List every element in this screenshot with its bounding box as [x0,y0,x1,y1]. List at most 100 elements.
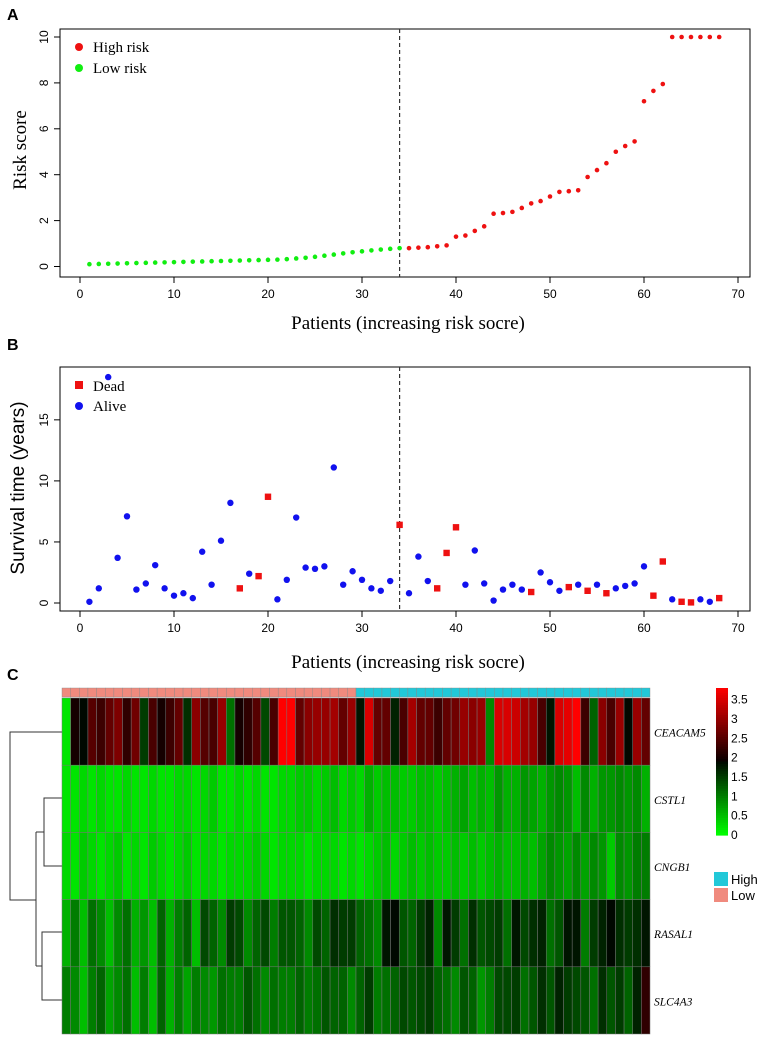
group-cell-low [156,687,166,698]
heatmap-cell [321,764,331,833]
y-tick-label: 5 [37,538,51,545]
heatmap-cell [615,832,625,900]
gene-label: CEACAM5 [654,728,706,740]
colorbar-tick-label: 1.5 [731,770,748,784]
heatmap-cell [234,832,244,900]
data-point-alive [593,581,601,588]
heatmap-cell [303,832,314,900]
heatmap-cell [355,899,365,968]
heatmap-cell [234,966,244,1035]
colorbar-segment [716,692,728,696]
group-cell-high [606,687,616,698]
heatmap-cell [537,966,547,1035]
heatmap-cell [373,764,383,833]
colorbar-tick-label: 0.5 [731,809,748,823]
heatmap-cell [623,966,633,1035]
colorbar-segment [716,788,728,792]
data-point-alive [556,587,563,594]
group-cell-high [355,687,365,698]
group-cell-high [537,687,547,698]
group-cell-high [563,687,573,698]
heatmap-cell [338,764,348,833]
colorbar-segment [716,727,728,731]
heatmap-cell [407,899,417,968]
heatmap-cell [606,832,616,900]
data-point-alive [274,596,281,603]
group-cell-low [347,687,357,698]
group-cell-low [338,687,348,698]
colorbar-segment [716,815,728,819]
heatmap-cell [571,697,582,766]
heatmap-cell [537,764,547,833]
group-cell-high [546,687,556,698]
group-cell-high [373,687,383,698]
heatmap-panel: C CEACAM5 CSTL1 CNGB1 RASAL1 SLC4A3 3.5 3 2.5 2… [7,667,758,1035]
heatmap-cell [442,899,452,968]
heatmap-cell [381,899,391,968]
group-cell-high [597,687,607,698]
colorbar-segment [716,771,728,775]
group-cell-low [252,687,262,698]
data-point-dead [255,572,262,580]
heatmap-cell [494,832,504,900]
data-point-low-risk [199,259,205,264]
colorbar-segment [716,773,728,777]
heatmap-cell [398,899,409,968]
heatmap-cell [148,899,158,968]
heatmap-cell [520,832,530,900]
heatmap-cell [277,899,288,968]
colorbar-segment [716,702,728,706]
heatmap-cell [537,899,547,968]
group-cell-low [105,687,115,698]
colorbar-tick-label: 2.5 [731,731,748,745]
heatmap-cell [632,899,642,968]
data-point-dead [716,594,723,602]
data-point-alive [114,554,121,562]
legend-marker-dead [75,381,83,389]
heatmap-cell [450,697,461,766]
heatmap-cell [580,966,590,1035]
heatmap-cell [148,764,158,833]
heatmap-cell [234,764,244,833]
heatmap-cell [321,966,331,1035]
colorbar-segment [716,756,728,760]
heatmap-cell [563,764,573,833]
heatmap-cell [623,832,633,900]
data-point-high-risk [528,201,534,206]
group-cell-low [295,687,305,698]
group-cell-high [416,687,426,698]
data-point-alive [387,577,394,585]
heatmap-cell [277,764,288,833]
heatmap-cell [511,899,521,968]
data-point-dead [443,549,450,557]
heatmap-cell [139,697,149,766]
heatmap-cell [554,832,564,900]
heatmap-cell [174,966,184,1035]
data-point-low-risk [162,260,167,265]
colorbar-segment [716,705,728,709]
group-cell-low [70,687,80,698]
heatmap-cell [182,764,192,833]
data-point-alive [697,596,704,603]
heatmap-cell [269,697,279,766]
group-cell-low [329,687,339,698]
heatmap-cell [122,832,132,900]
heatmap-cell [545,764,556,833]
group-legend: High Low [714,872,758,903]
data-point-high-risk [575,188,581,193]
heatmap-cell [182,832,192,900]
colorbar-segment [716,690,728,694]
data-point-high-risk [425,244,431,250]
heatmap-cell [468,899,478,968]
heatmap-cell [416,966,426,1035]
heatmap-cell [424,764,435,833]
heatmap-cell [191,764,201,833]
gene-label: CNGB1 [654,862,690,874]
heatmap-cell [364,966,374,1035]
data-point-alive [180,590,187,597]
y-tick-label: 0 [37,599,51,606]
heatmap-cell [424,697,435,766]
colorbar-segment [716,712,728,716]
data-point-alive [706,598,713,605]
colorbar-segment [716,695,728,699]
